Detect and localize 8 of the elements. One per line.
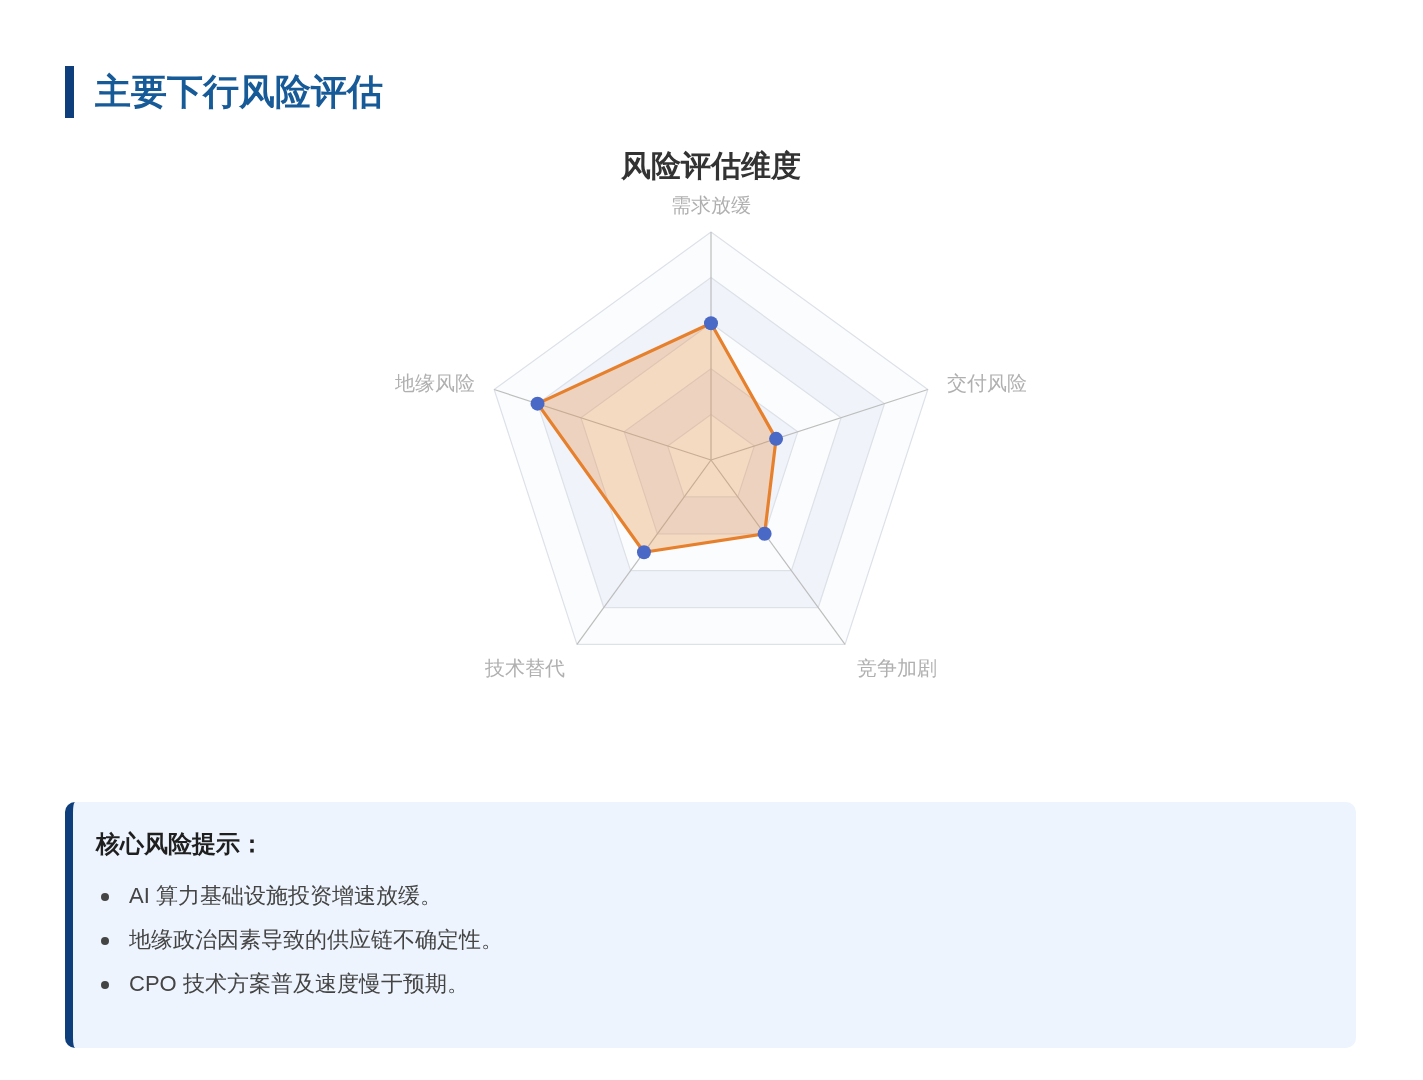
axis-label: 地缘风险 [395,372,476,395]
title: 主要下行风险评估 [65,66,383,118]
axis-label: 技术替代 [485,657,566,680]
subtitle: 风险评估维度 [621,148,801,182]
annotations: 核心风险提示： AI 算力基础设施投资增速放缓。 地缘政治因素导致的供应链不确定性。 CPO 技术方案普及速度慢于预期。 [65,802,1356,1048]
axis-label: 交付风险 [946,372,1027,395]
axis-label: 需求放缓 [671,194,751,216]
axis-label: 竞争加剧 [856,657,937,680]
